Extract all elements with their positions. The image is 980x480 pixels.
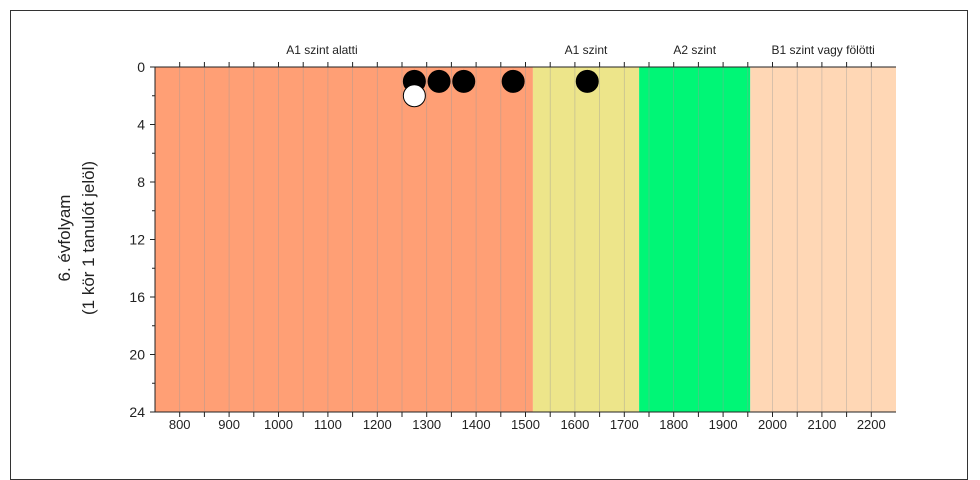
band-label-1: A1 szint: [565, 43, 608, 57]
y-tick-label: 12: [129, 232, 145, 248]
data-points: [402, 69, 599, 108]
band-2: [639, 67, 751, 412]
band-label-3: B1 szint vagy fölötti: [771, 43, 874, 57]
x-tick-label: 1700: [610, 417, 639, 432]
y-tick-label: 0: [137, 59, 145, 75]
data-point: [575, 69, 599, 93]
x-tick-label: 1300: [412, 417, 441, 432]
y-axis-label-line1: 6. évfolyam: [55, 195, 74, 282]
band-1: [532, 67, 640, 412]
x-tick-label: 800: [169, 417, 191, 432]
x-tick-label: 1800: [659, 417, 688, 432]
y-tick-label: 16: [129, 289, 145, 305]
scatter-chart: A1 szint alatti A1 szint A2 szint B1 szint …: [55, 43, 896, 432]
band-label-0: A1 szint alatti: [286, 43, 357, 57]
data-point: [452, 69, 476, 93]
x-tick-label: 2100: [807, 417, 836, 432]
band-0: [155, 67, 533, 412]
y-tick-label: 20: [129, 347, 145, 363]
x-tick-label: 1600: [560, 417, 589, 432]
x-tick-label: 2200: [857, 417, 886, 432]
y-tick-label: 4: [137, 117, 145, 133]
band-3: [750, 67, 896, 412]
axes: [150, 62, 896, 417]
x-tick-label: 1100: [314, 417, 342, 432]
data-point: [402, 84, 426, 108]
band-label-2: A2 szint: [673, 43, 716, 57]
labels: A1 szint alatti A1 szint A2 szint B1 szint …: [129, 43, 885, 432]
x-tick-label: 2000: [758, 417, 787, 432]
data-point: [501, 69, 525, 93]
x-tick-label: 900: [218, 417, 240, 432]
y-tick-label: 24: [129, 404, 145, 420]
data-point: [427, 69, 451, 93]
level-bands: [155, 67, 896, 412]
x-tick-label: 1900: [709, 417, 738, 432]
x-tick-label: 1500: [511, 417, 540, 432]
x-tick-label: 1400: [462, 417, 491, 432]
x-tick-label: 1000: [264, 417, 293, 432]
y-tick-label: 8: [137, 174, 145, 190]
x-tick-label: 1200: [363, 417, 392, 432]
y-axis-label-line2: (1 kör 1 tanulót jelöl): [79, 161, 98, 315]
grid-lines: [179, 67, 872, 412]
